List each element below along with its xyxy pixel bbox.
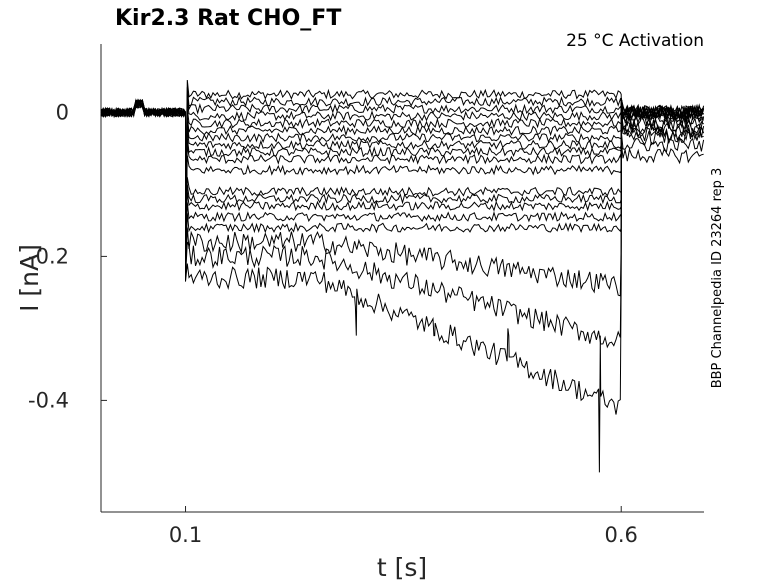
x-axis-label: t [s]	[377, 553, 427, 582]
current-trace	[100, 97, 704, 264]
current-trace	[100, 103, 704, 238]
current-trace	[100, 100, 705, 253]
current-trace	[100, 98, 704, 249]
current-trace	[100, 100, 705, 246]
current-trace	[100, 79, 705, 217]
current-trace	[100, 98, 704, 257]
y-axis-label: I [nA]	[15, 244, 44, 312]
current-trace	[100, 94, 705, 224]
ticks: 0.1 0.6 0 -0.2 -0.4	[28, 100, 638, 547]
y-tick-label: -0.4	[28, 388, 69, 412]
current-trace	[100, 97, 705, 268]
current-trace	[100, 97, 704, 260]
current-trace	[100, 97, 705, 297]
current-traces	[100, 79, 705, 473]
y-tick-label: -0.2	[28, 244, 69, 268]
chart-title: Kir2.3 Rat CHO_FT	[115, 6, 341, 31]
current-trace	[100, 98, 704, 228]
current-trace	[100, 97, 704, 349]
current-trace	[100, 87, 704, 220]
current-trace	[100, 101, 705, 242]
temperature-annotation: 25 °C Activation	[566, 31, 704, 51]
x-tick-label: 0.1	[169, 523, 202, 547]
source-id-label: BBP Channelpedia ID 23264 rep 3	[710, 168, 725, 389]
current-trace	[100, 97, 705, 473]
current-trace	[100, 99, 705, 235]
y-tick-label: 0	[56, 100, 69, 124]
current-trace	[100, 97, 704, 271]
current-trace	[100, 98, 704, 231]
x-tick-label: 0.6	[605, 523, 638, 547]
